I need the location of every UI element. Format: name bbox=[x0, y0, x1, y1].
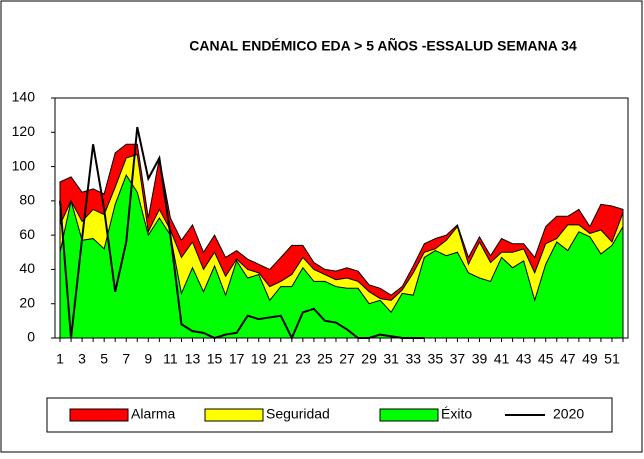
x-tick-label: 35 bbox=[428, 351, 444, 367]
x-tick-label: 27 bbox=[339, 351, 355, 367]
y-tick-label: 120 bbox=[12, 123, 36, 139]
x-tick-label: 3 bbox=[78, 351, 86, 367]
y-tick-label: 60 bbox=[19, 226, 35, 242]
x-tick-label: 47 bbox=[560, 351, 576, 367]
x-tick-label: 31 bbox=[383, 351, 399, 367]
y-tick-label: 80 bbox=[19, 192, 35, 208]
y-tick-label: 140 bbox=[12, 89, 36, 105]
x-tick-label: 17 bbox=[229, 351, 245, 367]
legend-swatch bbox=[204, 408, 264, 422]
legend-swatch bbox=[69, 408, 129, 422]
x-tick-label: 45 bbox=[538, 351, 554, 367]
x-tick-label: 1 bbox=[56, 351, 64, 367]
x-tick-label: 19 bbox=[251, 351, 267, 367]
x-tick-label: 29 bbox=[361, 351, 377, 367]
x-tick-label: 7 bbox=[122, 351, 130, 367]
x-tick-label: 21 bbox=[273, 351, 289, 367]
y-tick-label: 40 bbox=[19, 260, 35, 276]
x-tick-label: 9 bbox=[144, 351, 152, 367]
legend-label: Seguridad bbox=[266, 406, 330, 422]
x-tick-label: 39 bbox=[472, 351, 488, 367]
x-tick-label: 15 bbox=[207, 351, 223, 367]
x-tick-label: 13 bbox=[185, 351, 201, 367]
x-tick-label: 51 bbox=[604, 351, 620, 367]
x-tick-label: 49 bbox=[582, 351, 598, 367]
x-tick-label: 37 bbox=[450, 351, 466, 367]
x-tick-label: 43 bbox=[516, 351, 532, 367]
y-tick-label: 0 bbox=[27, 329, 35, 345]
plot-frame bbox=[54, 97, 629, 339]
x-tick-label: 5 bbox=[100, 351, 108, 367]
x-tick-label: 23 bbox=[295, 351, 311, 367]
legend-label: 2020 bbox=[553, 406, 584, 422]
y-tick-label: 100 bbox=[12, 157, 36, 173]
x-tick-label: 25 bbox=[317, 351, 333, 367]
area bbox=[59, 174, 624, 339]
legend-swatch bbox=[379, 408, 439, 422]
chart-title: CANAL ENDÉMICO EDA > 5 AÑOS -ESSALUD SEM… bbox=[189, 37, 577, 54]
legend-label: Éxito bbox=[441, 406, 472, 422]
x-tick-label: 41 bbox=[494, 351, 510, 367]
x-tick-label: 11 bbox=[163, 351, 178, 367]
y-tick-label: 20 bbox=[19, 294, 35, 310]
x-tick-label: 33 bbox=[405, 351, 421, 367]
legend-label: Alarma bbox=[131, 406, 176, 422]
